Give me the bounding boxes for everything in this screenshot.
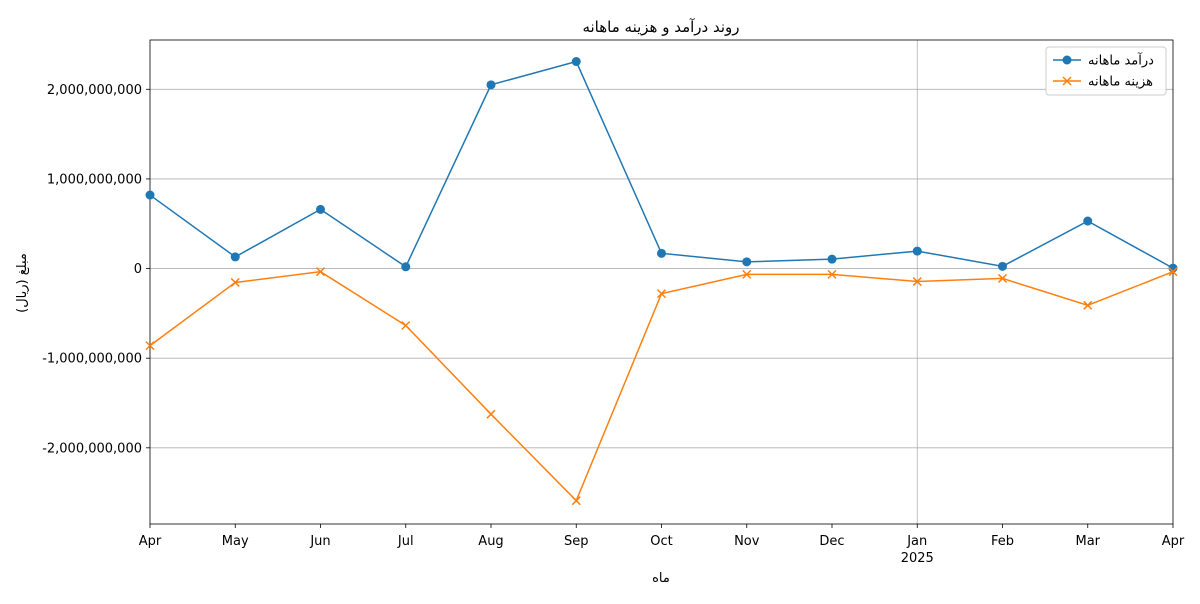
expense-point: [742, 269, 752, 279]
income-point: [912, 246, 922, 256]
x-tick-label: Apr: [139, 534, 162, 549]
y-tick-label: 1,000,000,000: [47, 172, 142, 187]
x-tick-label: May: [222, 534, 249, 549]
expense-point-stroke: [145, 341, 155, 351]
expense-point-stroke: [486, 409, 496, 419]
expense-point: [1168, 267, 1178, 277]
income-point: [145, 190, 155, 200]
expense-point: [145, 341, 155, 351]
expense-point: [997, 273, 1008, 283]
expense-point: [486, 409, 496, 419]
expense-point-stroke: [827, 269, 837, 279]
expense-point-stroke: [571, 496, 581, 506]
expense-point: [827, 269, 837, 279]
y-tick-label: -2,000,000,000: [42, 441, 142, 456]
expense-point: [230, 277, 240, 287]
expense-point-stroke: [401, 320, 411, 331]
y-axis-label: مبلغ (ریال): [15, 253, 30, 313]
income-point: [998, 261, 1007, 271]
legend-box: [1045, 46, 1167, 96]
x-tick-label: Nov: [734, 534, 760, 549]
income-point: [571, 57, 581, 67]
x-tick-label: Mar: [1075, 534, 1100, 549]
expense-point: [571, 496, 581, 506]
expense-point: [912, 277, 922, 287]
y-tick-label: 0: [134, 262, 142, 277]
expense-point-stroke: [1083, 300, 1093, 310]
expense-point: [315, 267, 326, 277]
chart-title: روند درآمد و هزینه ماهانه: [582, 18, 739, 36]
expense-point: [401, 320, 411, 331]
expense-point-stroke: [912, 277, 922, 287]
expense-point-stroke: [1168, 267, 1178, 277]
x-tick-label: Jun: [309, 534, 330, 549]
x-tick-label: Apr: [1162, 534, 1185, 549]
legend-label-income: درآمد ماهانه: [1088, 52, 1154, 69]
legend-marker-income: [1062, 55, 1072, 65]
legend: درآمد ماهانه هزینه ماهانه: [1045, 46, 1167, 96]
expense-point-stroke: [997, 273, 1008, 283]
series-line-1: [149, 270, 1174, 503]
y-tick-label: 2,000,000,000: [47, 83, 142, 98]
expense-point: [1083, 300, 1093, 310]
legend-label-expense: هزینه ماهانه: [1088, 75, 1153, 90]
x-tick-label: Dec: [819, 534, 844, 549]
expense-point-stroke: [742, 269, 752, 279]
x-tick-label: Feb: [991, 534, 1014, 549]
x-axis-label: ماه: [652, 571, 670, 586]
income-point: [742, 257, 752, 267]
expense-point-stroke: [315, 267, 326, 277]
y-tick-label: -1,000,000,000: [42, 352, 142, 367]
income-point: [827, 254, 837, 264]
x-tick-label: Jul: [397, 534, 414, 549]
income-point: [230, 252, 240, 262]
x-tick-label: Oct: [650, 534, 672, 549]
income-point: [657, 248, 666, 258]
legend-marker-expense: [1062, 76, 1072, 86]
series-line-0: [149, 60, 1174, 269]
x-tick-label: Jan: [906, 534, 927, 549]
income-point: [401, 262, 411, 272]
expense-point-stroke: [656, 289, 667, 299]
x-tick-label: Sep: [564, 534, 589, 549]
expense-point: [656, 289, 667, 299]
expense-point-stroke: [230, 277, 240, 287]
x-year-label: 2025: [901, 551, 934, 566]
income-point: [486, 80, 496, 90]
plot-frame: [149, 39, 1174, 525]
income-point: [316, 204, 325, 214]
x-tick-label: Aug: [478, 534, 503, 549]
income-point: [1083, 216, 1093, 226]
